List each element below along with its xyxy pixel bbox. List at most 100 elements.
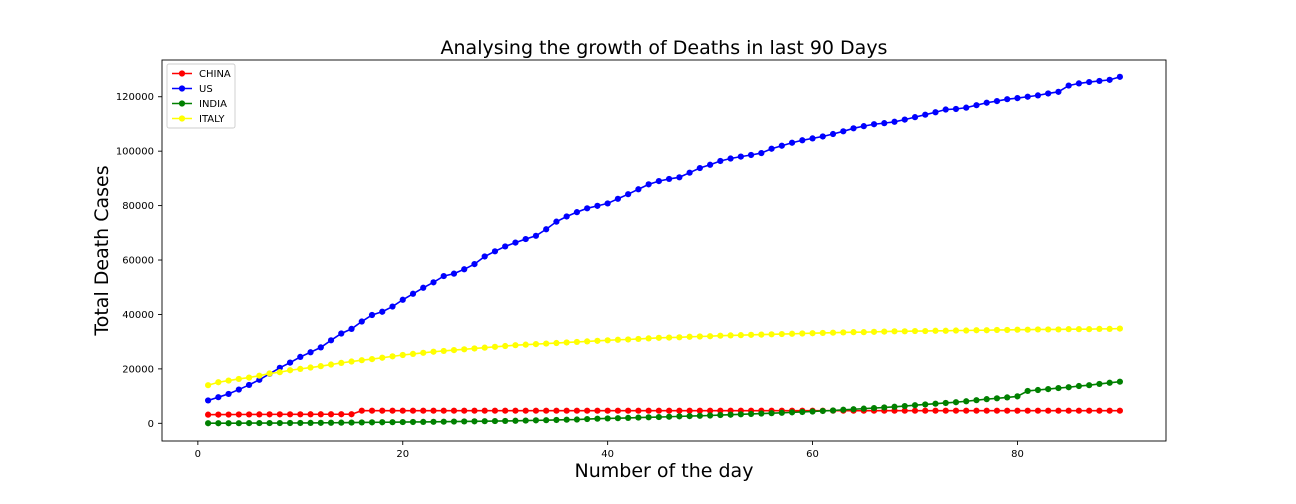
data-point-china (409, 407, 417, 414)
data-point-us (420, 284, 427, 291)
data-point-italy (266, 370, 273, 377)
data-point-us (1024, 93, 1031, 100)
data-point-india (522, 417, 529, 424)
data-point-italy (891, 328, 898, 335)
data-point-china (1034, 407, 1042, 414)
data-point-us (1116, 73, 1123, 80)
data-point-india (645, 414, 652, 421)
data-point-italy (840, 329, 847, 336)
data-point-india (973, 397, 980, 404)
data-point-italy (809, 330, 816, 337)
data-point-us (932, 109, 939, 116)
data-point-china (553, 407, 560, 414)
data-point-india (512, 417, 519, 424)
data-point-china (399, 407, 406, 414)
y-tick-label: 20000 (122, 364, 154, 375)
data-point-italy (461, 346, 468, 353)
data-point-us (717, 157, 724, 165)
data-point-china (604, 407, 611, 414)
data-point-india (788, 409, 796, 416)
data-point-china (379, 407, 386, 414)
data-point-china (635, 407, 642, 414)
data-point-india (829, 407, 837, 414)
data-point-china (471, 407, 478, 414)
data-point-india (942, 399, 949, 407)
data-point-india (891, 403, 898, 410)
data-point-italy (1045, 326, 1052, 333)
data-point-italy (225, 377, 232, 384)
data-point-china (440, 407, 447, 414)
x-tick-label: 60 (806, 449, 819, 460)
data-point-us (338, 330, 345, 337)
data-point-italy (1055, 326, 1062, 333)
legend-label-us: US (199, 84, 213, 95)
data-point-india (543, 417, 550, 424)
data-point-china (297, 411, 304, 418)
data-point-us (829, 130, 837, 138)
data-point-china (963, 407, 970, 414)
data-point-china (1065, 407, 1072, 414)
data-point-india (840, 406, 847, 413)
data-point-china (625, 407, 632, 414)
data-point-italy (870, 328, 878, 335)
data-point-us (532, 232, 540, 239)
data-point-italy (379, 354, 386, 361)
data-point-italy (307, 364, 314, 371)
data-point-us (286, 359, 294, 366)
data-point-india (952, 399, 960, 406)
data-point-us (225, 390, 232, 398)
data-point-india (389, 419, 396, 426)
data-point-italy (993, 326, 1001, 334)
data-point-india (276, 419, 283, 427)
data-point-india (368, 419, 376, 426)
legend-label-china: CHINA (199, 69, 231, 80)
data-point-china (205, 411, 212, 418)
data-point-india (297, 419, 304, 427)
data-point-india (317, 419, 324, 426)
data-point-italy (819, 329, 826, 337)
data-point-india (993, 395, 1001, 402)
data-point-india (717, 411, 724, 419)
data-point-china (1106, 407, 1113, 414)
data-point-india (809, 408, 816, 415)
data-point-italy (727, 332, 734, 339)
data-point-china (983, 407, 990, 414)
data-point-india (471, 418, 478, 425)
data-point-us (235, 386, 242, 393)
data-point-us (983, 99, 990, 106)
data-point-italy (1106, 325, 1113, 332)
data-point-india (205, 420, 212, 427)
data-point-us (778, 142, 785, 149)
data-point-italy (655, 334, 662, 341)
legend-marker-italy (178, 115, 186, 122)
data-point-india (420, 418, 427, 425)
data-point-italy (768, 331, 775, 338)
legend-box (166, 63, 236, 129)
data-point-us (758, 149, 765, 157)
data-point-italy (983, 327, 990, 334)
data-point-china (225, 411, 232, 418)
data-point-italy (625, 336, 632, 343)
data-point-italy (563, 339, 570, 346)
data-point-india (256, 419, 263, 427)
data-point-china (317, 411, 324, 418)
series-line-india (208, 380, 1120, 425)
y-tick-label: 100000 (116, 147, 154, 158)
data-point-india (758, 410, 765, 417)
data-point-india (215, 420, 222, 427)
data-point-us (491, 248, 499, 255)
data-point-china (420, 407, 427, 414)
data-point-italy (594, 337, 601, 344)
data-point-us (881, 120, 888, 127)
plot-frame (161, 59, 1167, 442)
data-point-us (215, 394, 222, 401)
data-point-us (666, 175, 673, 183)
data-point-china (461, 407, 468, 414)
data-point-china (307, 411, 314, 418)
data-point-china (911, 407, 919, 414)
data-point-italy (1024, 326, 1031, 333)
data-point-us (307, 349, 314, 356)
data-point-us (368, 311, 376, 319)
data-point-italy (850, 329, 857, 336)
data-point-india (737, 411, 744, 418)
